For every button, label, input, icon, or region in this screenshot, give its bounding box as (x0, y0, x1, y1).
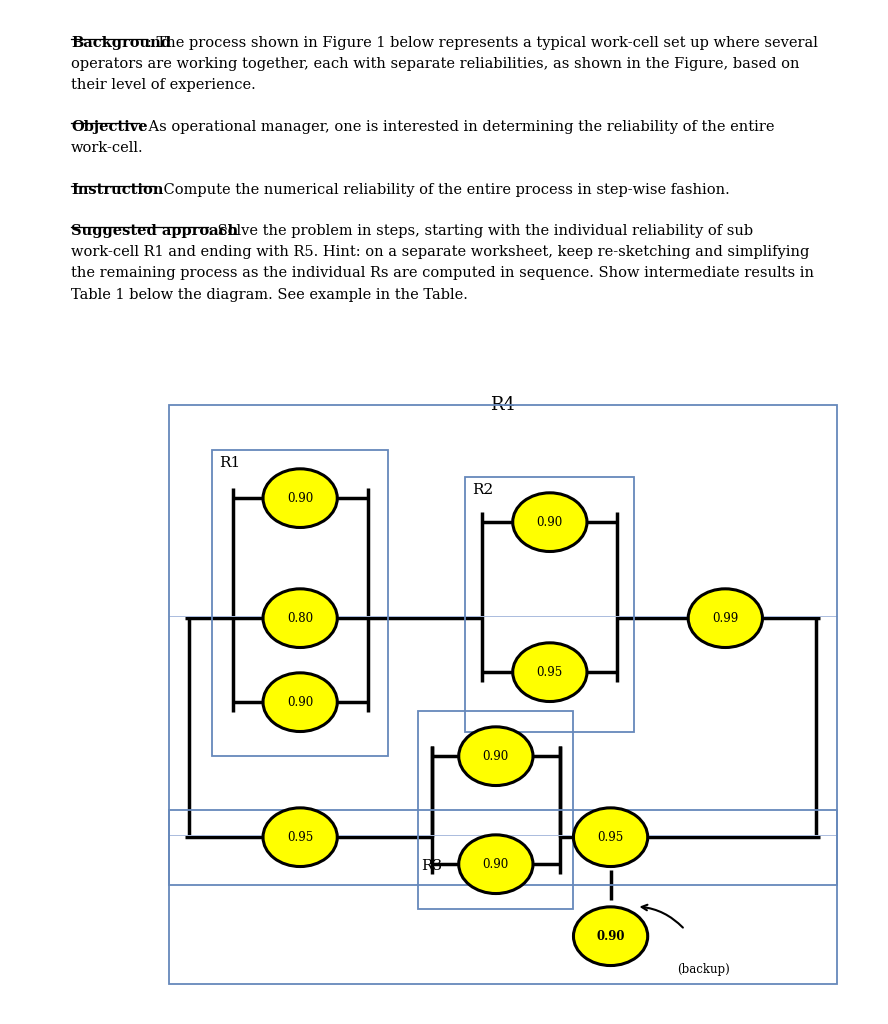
Ellipse shape (263, 469, 337, 527)
Text: 0.90: 0.90 (536, 516, 563, 528)
Text: 0.90: 0.90 (597, 930, 625, 943)
Ellipse shape (574, 907, 647, 966)
Text: : Solve the problem in steps, starting with the individual reliability of sub: : Solve the problem in steps, starting w… (208, 224, 753, 239)
Text: R1: R1 (219, 456, 241, 470)
Ellipse shape (263, 808, 337, 866)
Bar (465, 477, 634, 732)
Bar (418, 712, 574, 909)
Text: 0.90: 0.90 (483, 858, 509, 870)
Text: 0.90: 0.90 (483, 750, 509, 763)
Text: 0.95: 0.95 (287, 830, 313, 844)
Bar (212, 451, 388, 756)
Text: : The process shown in Figure 1 below represents a typical work-cell set up wher: : The process shown in Figure 1 below re… (147, 36, 818, 50)
Ellipse shape (263, 673, 337, 731)
Ellipse shape (459, 727, 533, 785)
Text: R4: R4 (490, 396, 515, 414)
Bar (169, 810, 836, 984)
Ellipse shape (574, 808, 647, 866)
Text: 0.90: 0.90 (287, 695, 313, 709)
Text: 0.90: 0.90 (287, 492, 313, 505)
Text: work-cell R1 and ending with R5. Hint: on a separate worksheet, keep re-sketchin: work-cell R1 and ending with R5. Hint: o… (71, 246, 810, 259)
Ellipse shape (512, 643, 587, 701)
Text: the remaining process as the individual Rs are computed in sequence. Show interm: the remaining process as the individual … (71, 266, 814, 281)
Text: (backup): (backup) (678, 963, 730, 976)
Text: work-cell.: work-cell. (71, 141, 144, 155)
Text: Background: Background (71, 36, 171, 50)
Text: Suggested approach: Suggested approach (71, 224, 238, 239)
Text: R3: R3 (422, 859, 443, 873)
Ellipse shape (512, 493, 587, 552)
Text: Instruction: Instruction (71, 182, 163, 197)
Ellipse shape (688, 589, 763, 647)
Text: 0.95: 0.95 (536, 666, 563, 679)
Text: their level of experience.: their level of experience. (71, 78, 256, 92)
Text: operators are working together, each with separate reliabilities, as shown in th: operators are working together, each wit… (71, 57, 799, 71)
Text: 0.99: 0.99 (712, 611, 739, 625)
Ellipse shape (459, 835, 533, 894)
Text: R2: R2 (472, 483, 494, 498)
Text: Objective: Objective (71, 120, 147, 134)
Text: 0.80: 0.80 (287, 611, 313, 625)
Bar (169, 406, 836, 885)
Ellipse shape (263, 589, 337, 647)
Text: : Compute the numerical reliability of the entire process in step-wise fashion.: : Compute the numerical reliability of t… (155, 182, 730, 197)
Text: : As operational manager, one is interested in determining the reliability of th: : As operational manager, one is interes… (139, 120, 775, 134)
Text: Table 1 below the diagram. See example in the Table.: Table 1 below the diagram. See example i… (71, 288, 468, 302)
Text: 0.95: 0.95 (598, 830, 623, 844)
